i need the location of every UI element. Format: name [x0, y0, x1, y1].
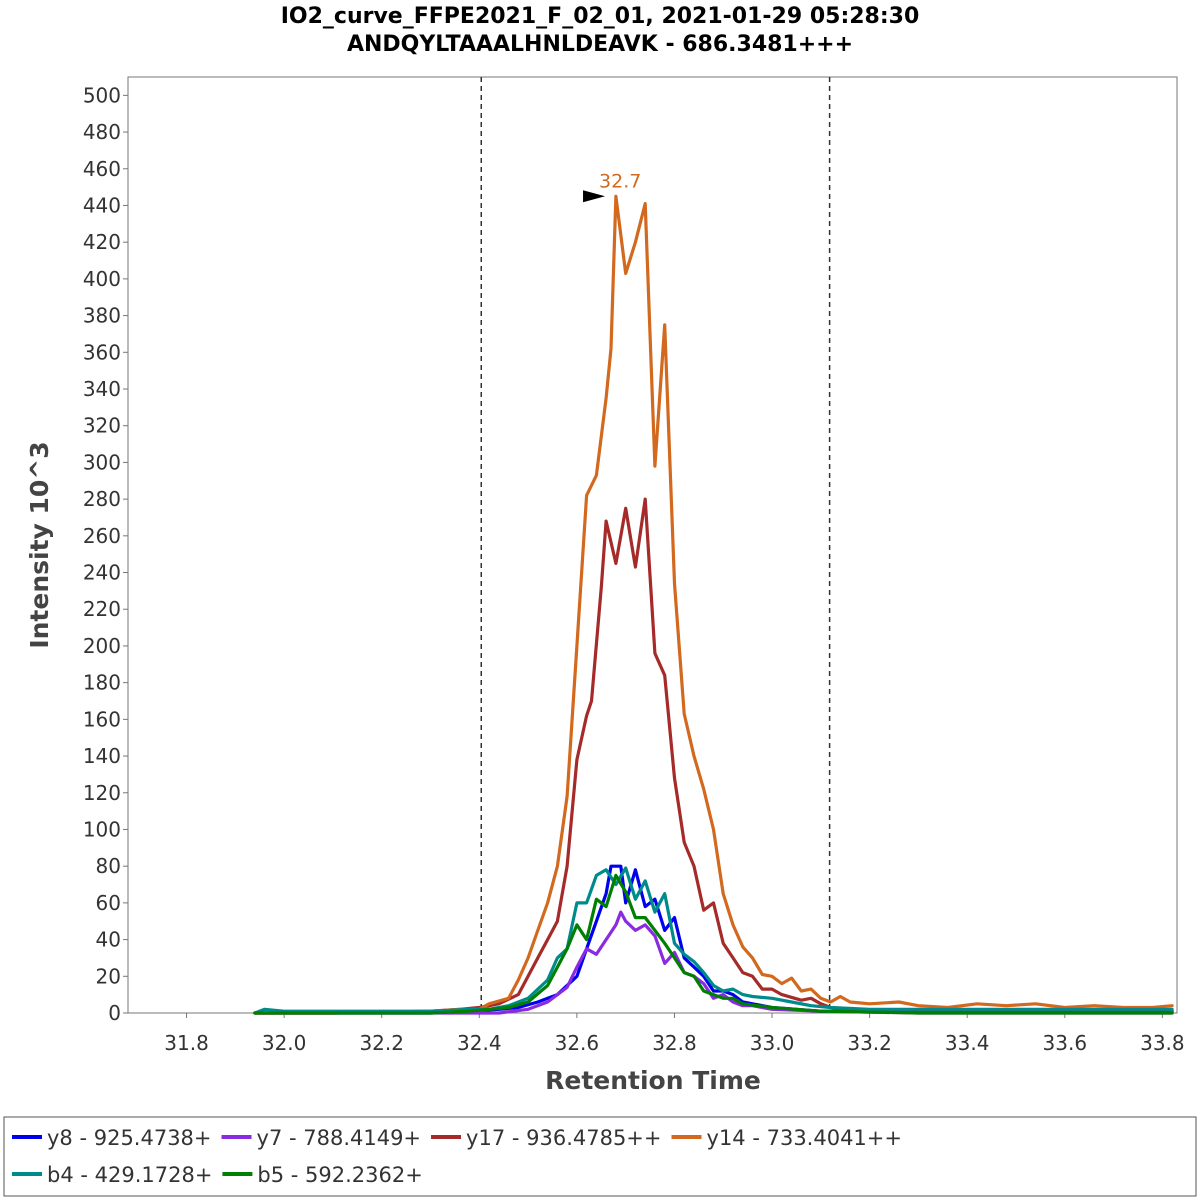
- x-tick-label: 33.0: [750, 1031, 795, 1055]
- y-tick-label: 100: [83, 817, 121, 841]
- y-tick-label: 80: [96, 854, 121, 878]
- x-tick-label: 32.0: [262, 1031, 307, 1055]
- x-tick-label: 33.6: [1043, 1031, 1088, 1055]
- plot-area: [127, 76, 1178, 1014]
- y-axis: 0 20 40 60 80 100 120 140 160 180 200 220 240 260 280 3…: [83, 83, 128, 1025]
- series-line-y14: [253, 194, 1174, 1015]
- y-tick-label: 500: [83, 83, 121, 107]
- series-lines: [253, 194, 1174, 1015]
- legend-label-y8: y8 - 925.4738+: [47, 1126, 212, 1150]
- y-tick-label: 340: [83, 377, 121, 401]
- y-tick-label: 180: [83, 671, 121, 695]
- integration-bounds: [480, 77, 831, 1013]
- y-tick-label: 200: [83, 634, 121, 658]
- x-tick-label: 31.8: [164, 1031, 209, 1055]
- chart-title: IO2_curve_FFPE2021_F_02_01, 2021-01-29 0…: [281, 4, 920, 29]
- x-tick-label: 32.6: [555, 1031, 600, 1055]
- y-tick-label: 320: [83, 414, 121, 438]
- legend-label-y17: y17 - 936.4785++: [466, 1126, 661, 1150]
- x-tick-label: 33.4: [945, 1031, 990, 1055]
- y-tick-label: 440: [83, 193, 121, 217]
- y-tick-label: 420: [83, 230, 121, 254]
- y-tick-label: 260: [83, 524, 121, 548]
- legend-label-y14: y14 - 733.4041++: [707, 1126, 902, 1150]
- peak-annotation: 32.7: [583, 170, 641, 203]
- y-tick-label: 240: [83, 561, 121, 585]
- legend-label-b5: b5 - 592.2362+: [257, 1163, 422, 1187]
- y-tick-label: 120: [83, 781, 121, 805]
- legend-label-b4: b4 - 429.1728+: [47, 1163, 212, 1187]
- x-tick-label: 32.8: [652, 1031, 697, 1055]
- y-tick-label: 480: [83, 120, 121, 144]
- y-tick-label: 0: [108, 1001, 121, 1025]
- x-tick-label: 33.2: [847, 1031, 892, 1055]
- chart-subtitle: ANDQYLTAAALHNLDEAVK - 686.3481+++: [347, 32, 853, 57]
- y-tick-label: 40: [96, 928, 121, 952]
- x-tick-label: 33.8: [1140, 1031, 1185, 1055]
- peak-annotation-label: 32.7: [599, 170, 641, 192]
- y-tick-label: 60: [96, 891, 121, 915]
- y-tick-label: 220: [83, 597, 121, 621]
- y-tick-label: 140: [83, 744, 121, 768]
- peak-arrow-icon: [583, 190, 606, 203]
- y-tick-label: 460: [83, 157, 121, 181]
- legend: y8 - 925.4738+ y7 - 788.4149+ y17 - 936.47…: [12, 1126, 902, 1187]
- legend-label-y7: y7 - 788.4149+: [257, 1126, 422, 1150]
- y-tick-label: 400: [83, 267, 121, 291]
- x-axis-title: Retention Time: [545, 1066, 761, 1095]
- x-tick-label: 32.4: [457, 1031, 502, 1055]
- y-axis-title: Intensity 10^3: [25, 441, 54, 648]
- y-tick-label: 20: [96, 964, 121, 988]
- x-tick-label: 32.2: [359, 1031, 404, 1055]
- y-tick-label: 380: [83, 304, 121, 328]
- y-tick-label: 300: [83, 450, 121, 474]
- legend-box: [3, 1116, 1197, 1197]
- y-tick-label: 280: [83, 487, 121, 511]
- series-line-y17: [253, 497, 1174, 1015]
- series-line-b4: [253, 866, 1174, 1015]
- series-line-b5: [253, 873, 1174, 1015]
- y-tick-label: 160: [83, 707, 121, 731]
- y-tick-label: 360: [83, 340, 121, 364]
